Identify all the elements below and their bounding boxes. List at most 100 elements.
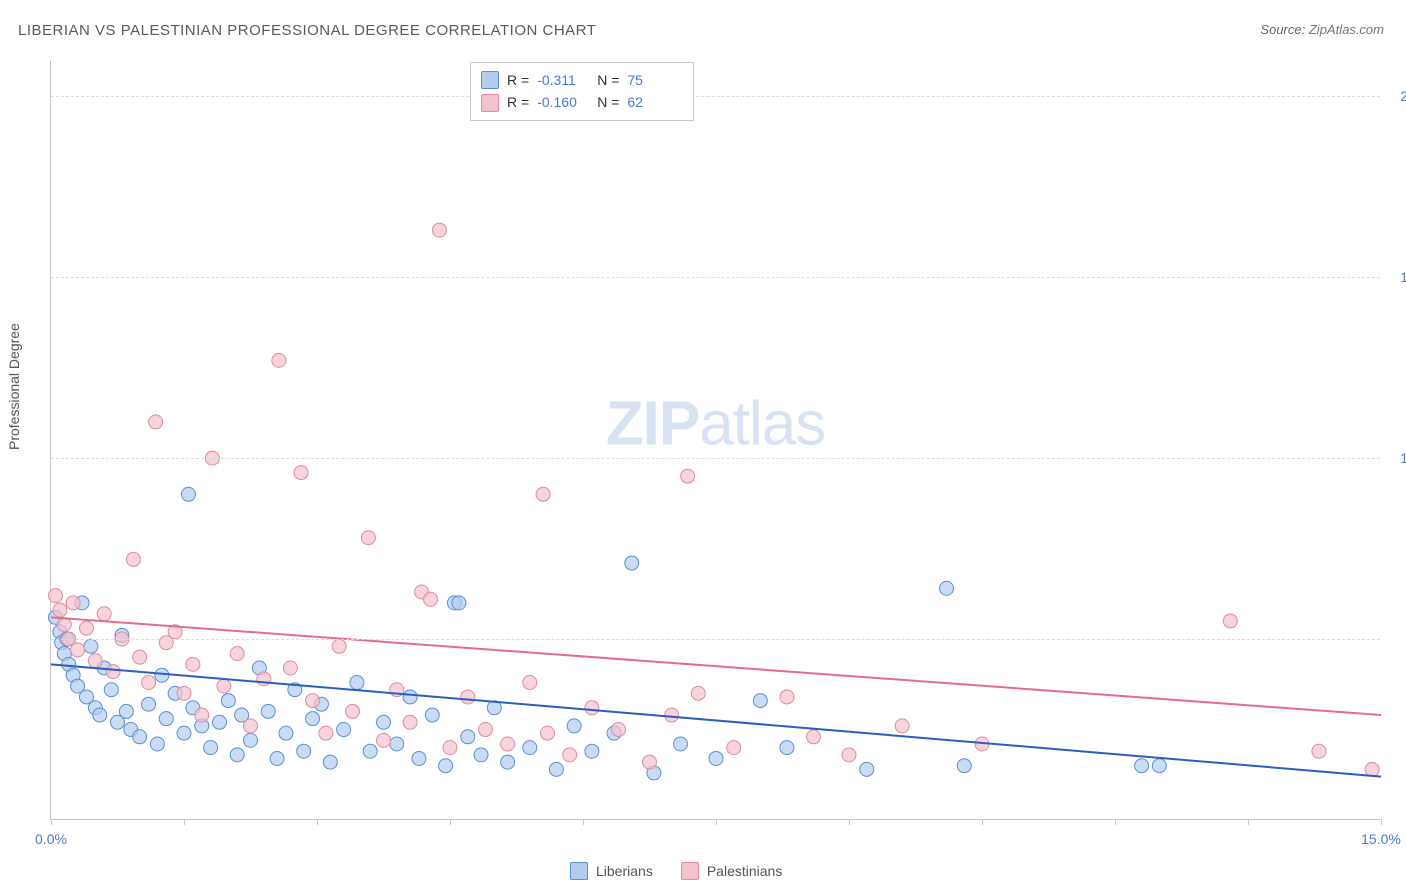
data-point: [244, 733, 258, 747]
data-point: [149, 415, 163, 429]
data-point: [230, 748, 244, 762]
y-axis-label: Professional Degree: [6, 323, 22, 450]
x-tick: [51, 819, 52, 825]
data-point: [403, 715, 417, 729]
data-point: [674, 737, 688, 751]
data-point: [212, 715, 226, 729]
data-point: [425, 708, 439, 722]
x-tick-label: 15.0%: [1361, 831, 1401, 847]
data-point: [807, 730, 821, 744]
data-point: [727, 741, 741, 755]
data-point: [842, 748, 856, 762]
data-point: [126, 552, 140, 566]
data-point: [957, 759, 971, 773]
data-point: [93, 708, 107, 722]
data-point: [541, 726, 555, 740]
data-point: [363, 744, 377, 758]
legend-row: R =-0.311N =75: [481, 69, 679, 91]
data-point: [1223, 614, 1237, 628]
legend-swatch: [481, 71, 499, 89]
data-point: [84, 639, 98, 653]
scatter-svg: [51, 60, 1381, 820]
x-tick: [982, 819, 983, 825]
legend-n-label: N =: [597, 69, 619, 91]
data-point: [104, 683, 118, 697]
legend-r-label: R =: [507, 91, 529, 113]
y-tick-label: 5.0%: [1385, 631, 1406, 647]
legend-n-label: N =: [597, 91, 619, 113]
data-point: [432, 223, 446, 237]
data-point: [294, 466, 308, 480]
data-point: [1152, 759, 1166, 773]
data-point: [423, 592, 437, 606]
correlation-legend: R =-0.311N =75R =-0.160N =62: [470, 62, 694, 121]
data-point: [940, 581, 954, 595]
data-point: [204, 741, 218, 755]
data-point: [159, 712, 173, 726]
data-point: [119, 704, 133, 718]
data-point: [665, 708, 679, 722]
data-point: [323, 755, 337, 769]
data-point: [536, 487, 550, 501]
data-point: [567, 719, 581, 733]
data-point: [691, 686, 705, 700]
y-tick-label: 20.0%: [1385, 88, 1406, 104]
data-point: [88, 654, 102, 668]
data-point: [523, 741, 537, 755]
data-point: [780, 690, 794, 704]
data-point: [261, 704, 275, 718]
legend-swatch: [681, 862, 699, 880]
data-point: [611, 723, 625, 737]
data-point: [643, 755, 657, 769]
data-point: [133, 730, 147, 744]
data-point: [709, 751, 723, 765]
data-point: [332, 639, 346, 653]
chart-plot-area: ZIPatlas 5.0%10.0%15.0%20.0%0.0%15.0%: [50, 60, 1380, 820]
data-point: [1135, 759, 1149, 773]
data-point: [501, 755, 515, 769]
data-point: [345, 704, 359, 718]
data-point: [585, 701, 599, 715]
data-point: [585, 744, 599, 758]
data-point: [97, 607, 111, 621]
x-tick: [450, 819, 451, 825]
x-tick-label: 0.0%: [35, 831, 67, 847]
data-point: [461, 690, 475, 704]
data-point: [272, 353, 286, 367]
x-tick: [716, 819, 717, 825]
data-point: [230, 647, 244, 661]
x-tick: [1381, 819, 1382, 825]
x-tick: [184, 819, 185, 825]
x-tick: [1115, 819, 1116, 825]
data-point: [181, 487, 195, 501]
data-point: [478, 723, 492, 737]
gridline: [51, 639, 1380, 640]
data-point: [283, 661, 297, 675]
data-point: [461, 730, 475, 744]
data-point: [412, 751, 426, 765]
data-point: [66, 596, 80, 610]
data-point: [377, 733, 391, 747]
data-point: [306, 712, 320, 726]
data-point: [319, 726, 333, 740]
data-point: [270, 751, 284, 765]
data-point: [337, 723, 351, 737]
trend-line: [51, 617, 1381, 715]
data-point: [350, 675, 364, 689]
legend-r-label: R =: [507, 69, 529, 91]
data-point: [177, 726, 191, 740]
data-point: [195, 708, 209, 722]
data-point: [133, 650, 147, 664]
data-point: [753, 694, 767, 708]
series-legend-entry: Palestinians: [681, 862, 783, 880]
data-point: [186, 657, 200, 671]
data-point: [452, 596, 466, 610]
gridline: [51, 96, 1380, 97]
series-legend-entry: Liberians: [570, 862, 653, 880]
x-tick: [1248, 819, 1249, 825]
data-point: [390, 737, 404, 751]
data-point: [523, 675, 537, 689]
data-point: [403, 690, 417, 704]
data-point: [257, 672, 271, 686]
data-point: [53, 603, 67, 617]
